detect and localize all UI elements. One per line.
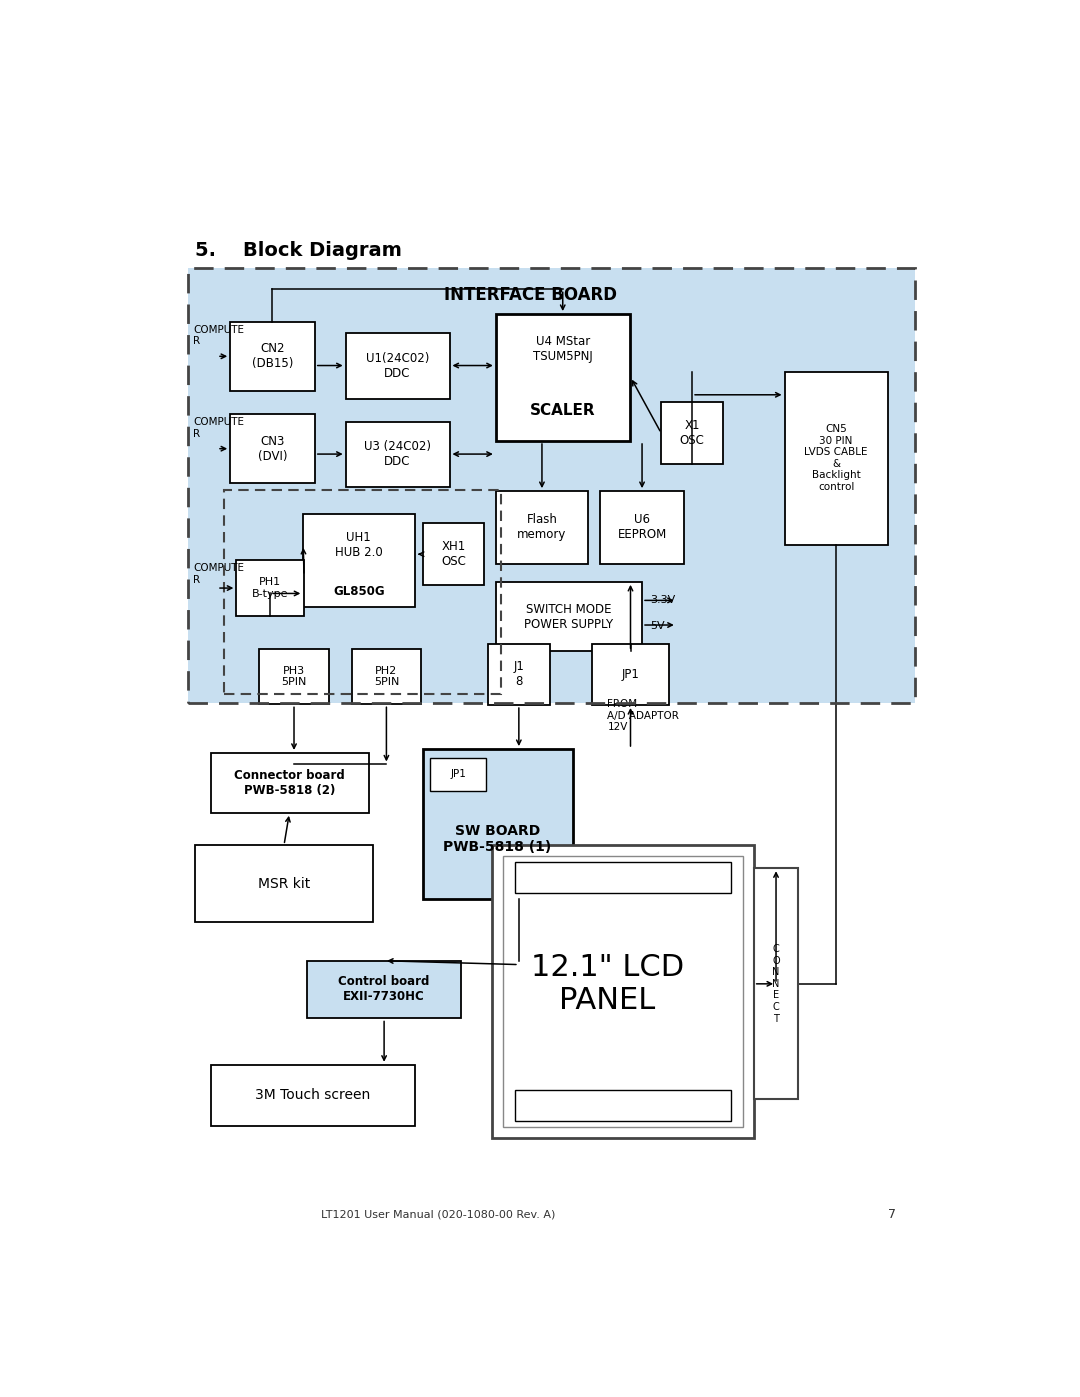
Bar	[188, 268, 916, 703]
Text: 12.1" LCD
PANEL: 12.1" LCD PANEL	[531, 953, 684, 1016]
Bar	[422, 749, 572, 900]
Bar	[599, 490, 685, 564]
Text: LT1201 User Manual (020-1080-00 Rev. A): LT1201 User Manual (020-1080-00 Rev. A)	[321, 1210, 555, 1220]
Text: PH1
B-type: PH1 B-type	[252, 577, 288, 599]
Text: UH1
HUB 2.0: UH1 HUB 2.0	[335, 531, 382, 559]
Text: 7: 7	[888, 1208, 896, 1221]
Bar	[230, 414, 314, 483]
Text: J1
8: J1 8	[513, 661, 524, 689]
Bar	[496, 583, 642, 651]
Text: XH1
OSC: XH1 OSC	[441, 541, 465, 569]
Bar	[784, 372, 889, 545]
Text: SCALER: SCALER	[530, 402, 595, 418]
Bar	[303, 514, 415, 606]
Text: JP1: JP1	[450, 770, 465, 780]
Bar	[188, 268, 916, 703]
Text: Control board
EXII-7730HC: Control board EXII-7730HC	[338, 975, 430, 1003]
Text: SWITCH MODE
POWER SUPPLY: SWITCH MODE POWER SUPPLY	[524, 602, 613, 630]
Bar	[488, 644, 550, 705]
Bar	[237, 560, 305, 616]
Bar	[230, 321, 314, 391]
Text: FROM
A/D ADAPTOR
12V: FROM A/D ADAPTOR 12V	[607, 700, 679, 732]
Text: JP1: JP1	[622, 668, 639, 680]
Bar	[346, 422, 449, 488]
Bar	[211, 753, 368, 813]
Bar	[496, 490, 589, 564]
Bar	[491, 845, 754, 1137]
Text: GL850G: GL850G	[333, 584, 384, 598]
Bar	[515, 862, 730, 893]
Text: MSR kit: MSR kit	[258, 877, 310, 891]
Text: Flash
memory: Flash memory	[517, 513, 567, 541]
Text: SW BOARD
PWB-5818 (1): SW BOARD PWB-5818 (1)	[443, 824, 552, 854]
Text: 5.    Block Diagram: 5. Block Diagram	[195, 242, 403, 260]
Text: 3.3V: 3.3V	[650, 595, 675, 605]
Bar	[346, 334, 449, 398]
Text: C
O
N
N
E
C
T: C O N N E C T	[772, 944, 780, 1024]
Text: U1(24C02)
DDC: U1(24C02) DDC	[365, 352, 429, 380]
Bar	[224, 489, 501, 693]
Text: 3M Touch screen: 3M Touch screen	[255, 1088, 370, 1102]
Text: COMPUTE
R: COMPUTE R	[193, 324, 244, 346]
Text: U4 MStar
TSUM5PNJ: U4 MStar TSUM5PNJ	[532, 335, 593, 363]
Text: U3 (24C02)
DDC: U3 (24C02) DDC	[364, 440, 431, 468]
Bar	[592, 644, 669, 705]
Bar	[661, 402, 723, 464]
Bar	[211, 1065, 415, 1126]
Bar	[430, 759, 486, 791]
Bar	[224, 489, 501, 693]
Text: X1
OSC: X1 OSC	[679, 419, 704, 447]
Text: COMPUTE
R: COMPUTE R	[193, 418, 244, 439]
Bar	[496, 314, 631, 441]
Text: CN3
(DVI): CN3 (DVI)	[258, 434, 287, 462]
Bar	[502, 856, 743, 1127]
Bar	[515, 1090, 730, 1120]
Text: Connector board
PWB-5818 (2): Connector board PWB-5818 (2)	[234, 768, 345, 796]
Text: INTERFACE BOARD: INTERFACE BOARD	[444, 286, 617, 303]
Text: 5V: 5V	[650, 620, 664, 631]
Text: PH2
5PIN: PH2 5PIN	[374, 666, 400, 687]
Text: U6
EEPROM: U6 EEPROM	[618, 513, 666, 541]
Text: COMPUTE
R: COMPUTE R	[193, 563, 244, 585]
Text: CN5
30 PIN
LVDS CABLE
&
Backlight
control: CN5 30 PIN LVDS CABLE & Backlight contro…	[805, 423, 868, 492]
Bar	[259, 648, 328, 704]
Text: CN2
(DB15): CN2 (DB15)	[252, 342, 293, 370]
Bar	[307, 961, 461, 1018]
Bar	[352, 648, 421, 704]
Bar	[422, 524, 484, 585]
Bar	[754, 869, 798, 1099]
Bar	[195, 845, 373, 922]
Text: PH3
5PIN: PH3 5PIN	[281, 666, 307, 687]
